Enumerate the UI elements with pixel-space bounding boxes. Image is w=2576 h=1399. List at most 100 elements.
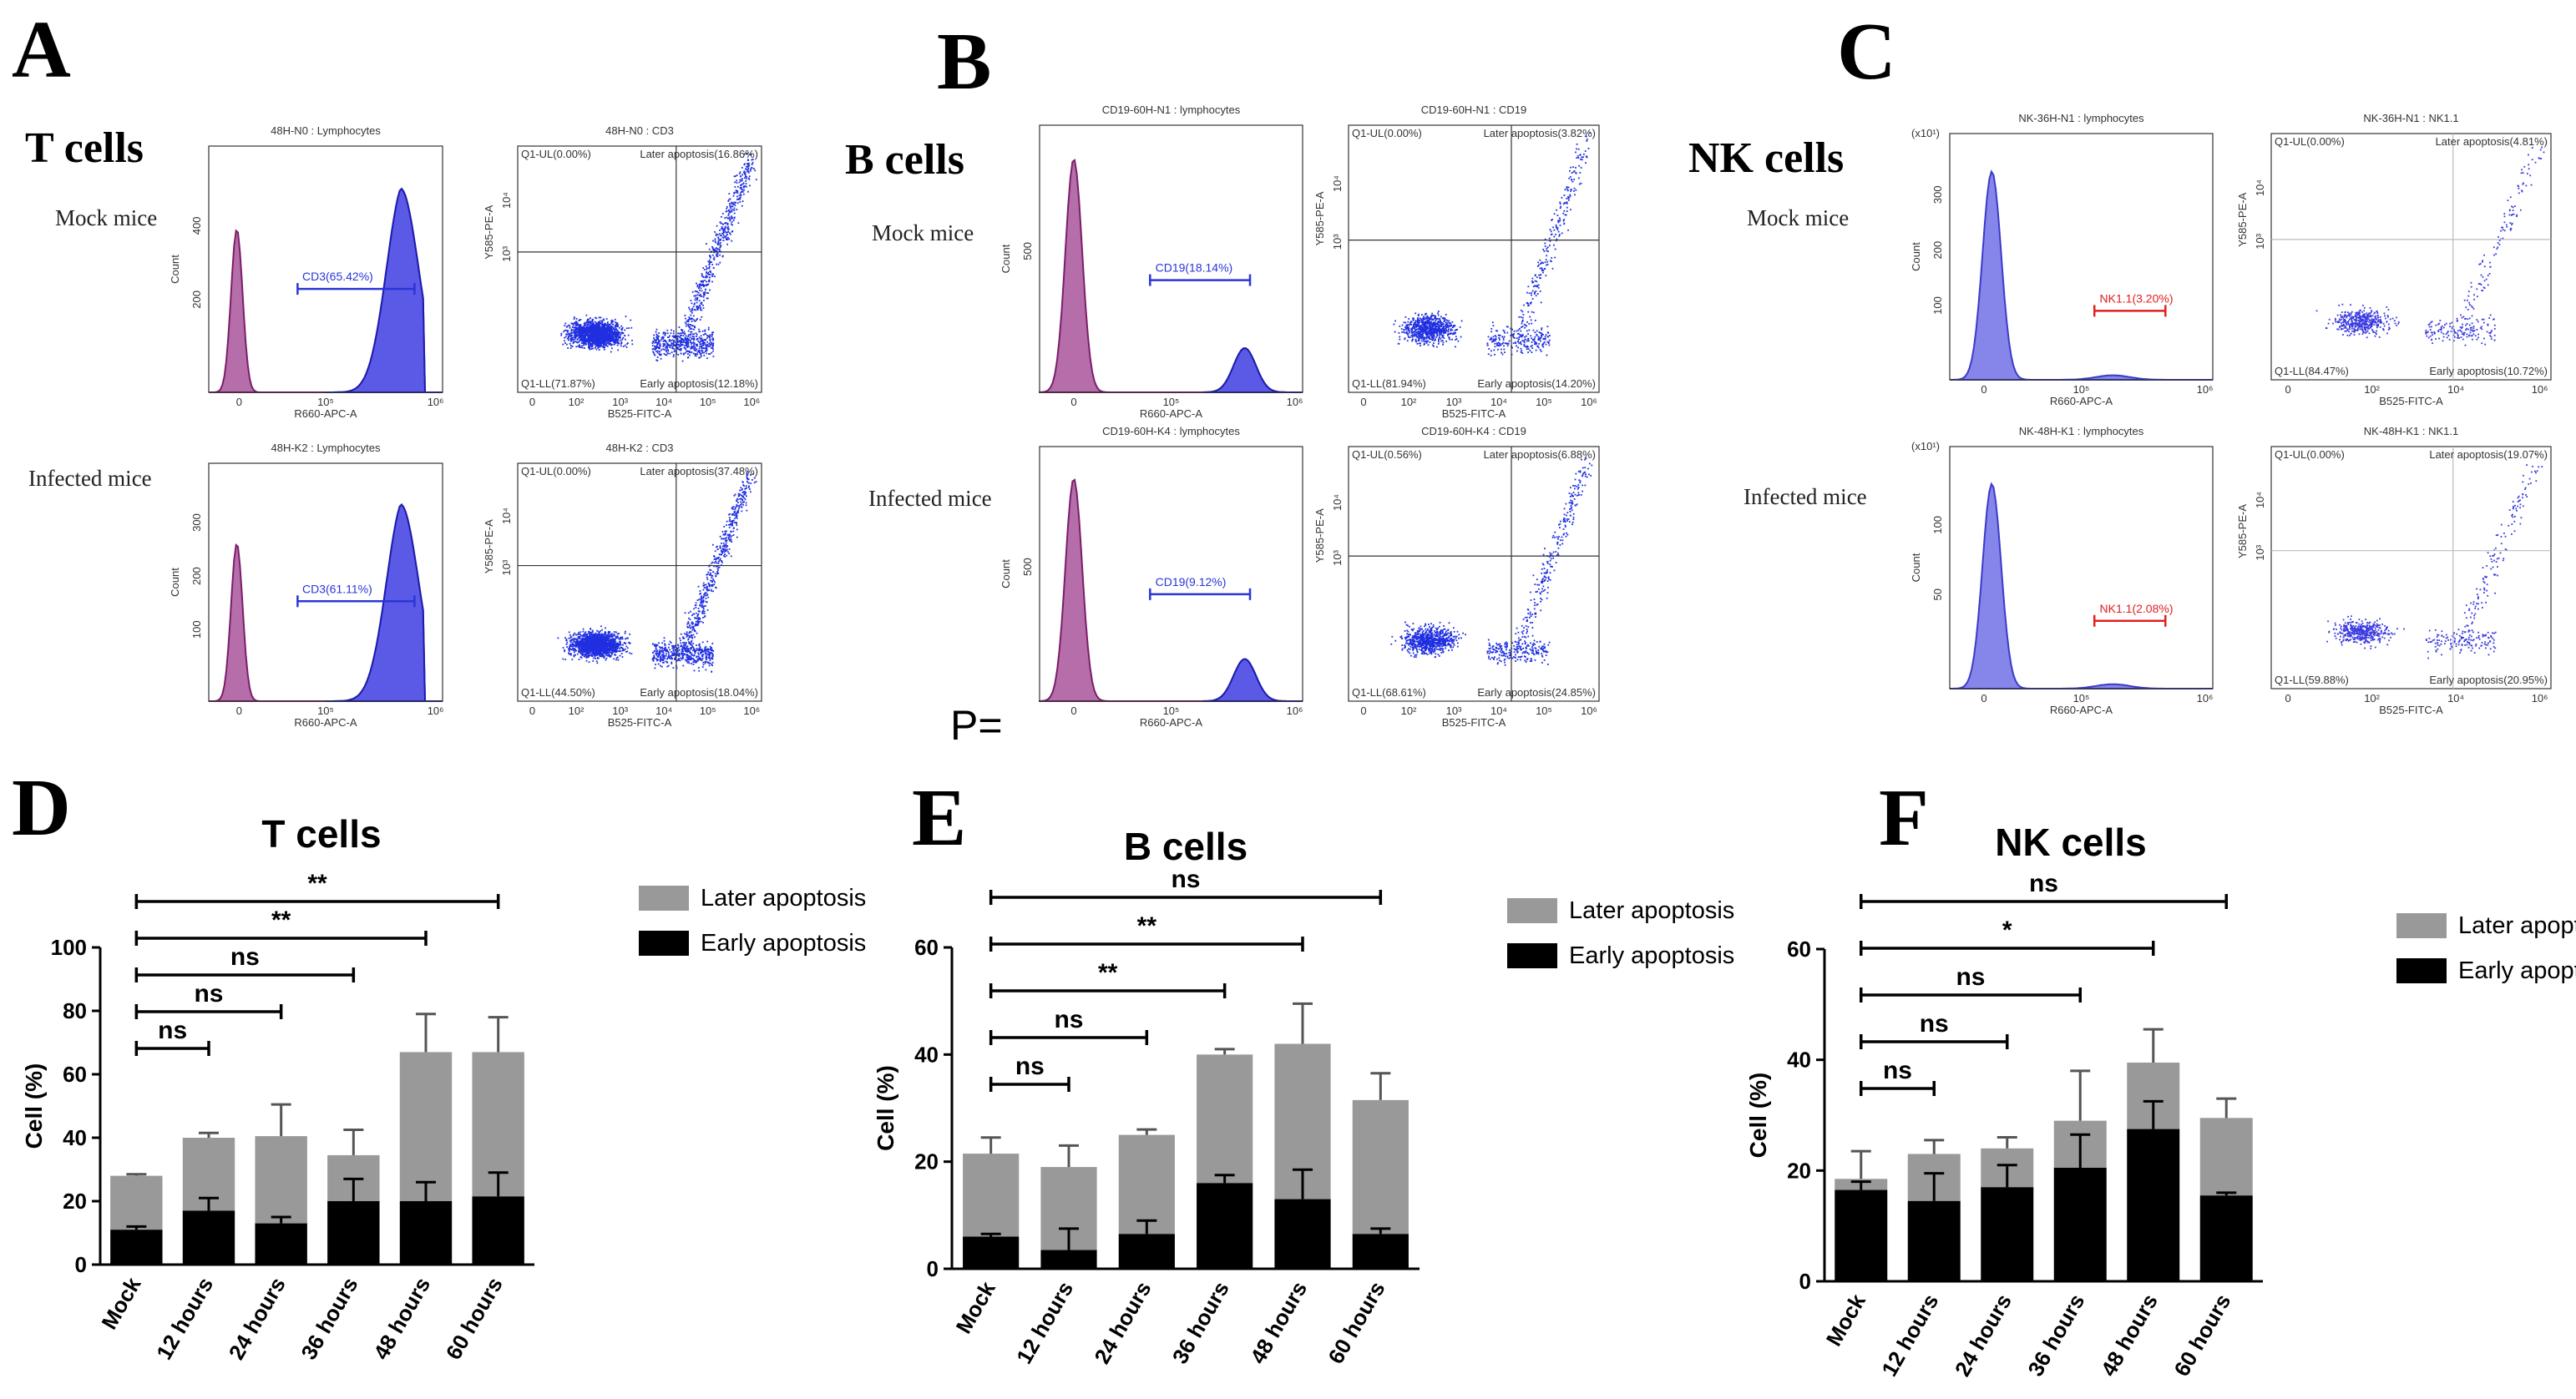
bar-later-0 <box>110 1175 163 1230</box>
histogram-xtick: 10⁵ <box>1163 396 1180 408</box>
dot-plot-ytick: 10³ <box>2254 233 2266 249</box>
histogram-xtick: 0 <box>1070 396 1076 408</box>
bar-later-2 <box>255 1136 307 1224</box>
group-label-infected-c: Infected mice <box>1743 484 1867 509</box>
histogram-ylabel: Count <box>1000 244 1012 273</box>
histogram-title: CD19-60H-N1 : lymphocytes <box>1102 104 1241 116</box>
dot-plot-ylabel: Y585-PE-A <box>2238 192 2249 246</box>
dot-plot-xtick: 10⁶ <box>1581 705 1597 717</box>
histogram-gated-population <box>1202 347 1303 393</box>
significance-label-4: ** <box>307 870 327 897</box>
dot-plot-title: 48H-K2 : CD3 <box>606 442 674 454</box>
histogram-frame <box>1949 446 2214 689</box>
dot-plot-xtick: 10⁵ <box>1536 396 1552 408</box>
significance-label-1: ns <box>194 980 223 1008</box>
histogram-xlabel: R660-APC-A <box>2050 395 2113 405</box>
y-tick-label: 40 <box>1787 1048 1811 1073</box>
bar-later-2 <box>1118 1134 1175 1235</box>
bar-early-0 <box>1835 1189 1888 1281</box>
legend-swatch-0 <box>2396 913 2447 938</box>
histogram-xlabel: R660-APC-A <box>1140 407 1202 417</box>
dot-plot-xtick: 10² <box>2364 692 2380 705</box>
y-tick-label: 60 <box>63 1062 87 1087</box>
dot-plot-xtick: 0 <box>529 705 535 717</box>
b-cells-mock-histogram: CD19-60H-N1 : lymphocytes CD19(18.14%) Cou… <box>1000 104 1303 417</box>
bar-early-2 <box>1118 1234 1175 1269</box>
gate-label: NK1.1(3.20%) <box>2100 291 2174 305</box>
nk-cells-infected-histogram: NK-48H-K1 : lymphocytes (x10¹) NK1.1(2.08%… <box>1910 425 2214 714</box>
category-label-4: 48 hours <box>1245 1277 1312 1368</box>
histogram-ytick: 50 <box>1931 588 1944 600</box>
histogram-xtick: 10⁶ <box>1287 396 1303 408</box>
dot-plot-points <box>1390 457 1593 666</box>
dot-plot-xtick: 0 <box>1360 396 1366 408</box>
significance-label-0: ns <box>158 1017 187 1044</box>
gate-label: CD19(9.12%) <box>1156 575 1227 588</box>
dot-plot-points <box>2315 146 2545 346</box>
flow-title-nk-cells: NK cells <box>1688 134 1845 182</box>
t-cells-infected-histogram: 48H-K2 : Lymphocytes CD3(61.11%) Count 300 2… <box>169 442 444 726</box>
histogram-ytick: 500 <box>1021 242 1034 260</box>
histogram-frame <box>1039 124 1303 393</box>
histogram-density <box>1039 159 1303 393</box>
legend-swatch-1 <box>2396 958 2447 983</box>
quadrant-lr-label: Early apoptosis(20.95%) <box>2429 674 2548 686</box>
quadrant-ur-label: Later apoptosis(6.88%) <box>1484 448 1596 461</box>
histogram-gated-population <box>1202 658 1303 702</box>
category-label-1: 12 hours <box>151 1273 218 1364</box>
legend-swatch-1 <box>639 931 689 956</box>
dot-plot-ylabel: Y585-PE-A <box>2238 504 2249 558</box>
histogram-frame <box>1039 446 1303 702</box>
chart-e-b-cells: B cells 0 20 40 60 Cell (%) Mock 12 hours 24 hou… <box>873 825 1734 1368</box>
quadrant-ur-label: Later apoptosis(37.48%) <box>640 465 758 477</box>
histogram-xtick: 10⁵ <box>317 396 334 408</box>
histogram-xtick: 10⁶ <box>2197 692 2214 705</box>
histogram-density <box>1950 482 2213 689</box>
nk-cells-infected-dot-plot: NK-48H-K1 : NK1.1 Q1-UL(0.00%) Later apopt… <box>2238 425 2552 714</box>
group-label-infected-a: Infected mice <box>28 466 152 491</box>
histogram-title: 48H-N0 : Lymphocytes <box>271 124 381 137</box>
dot-plot-ytick: 10³ <box>1331 549 1344 565</box>
histogram-ytick: 400 <box>190 217 203 235</box>
b-cells-mock-dot-plot: CD19-60H-N1 : CD19 Q1-UL(0.00%) Later apop… <box>1315 104 1600 417</box>
bar-early-3 <box>1197 1183 1253 1269</box>
dot-plot-title: CD19-60H-N1 : CD19 <box>1421 104 1526 116</box>
dot-plot-points <box>560 153 757 362</box>
dot-plot-ytick: 10⁴ <box>500 508 513 524</box>
dot-plot-ytick: 10⁴ <box>1331 494 1344 511</box>
significance-label-2: ns <box>1956 963 1985 991</box>
histogram-xtick: 0 <box>236 396 242 408</box>
y-tick-label: 40 <box>63 1125 87 1150</box>
histogram-title: NK-36H-N1 : lymphocytes <box>2018 112 2144 124</box>
chart-d-t-cells: T cells 0 20 40 60 80 100 Cell (%) Mock 12 hours 2… <box>21 812 866 1364</box>
chart-f-nk-cells: NK cells 0 20 40 60 Cell (%) Mock 12 hours 24 ho… <box>1745 821 2576 1381</box>
histogram-ylabel: Count <box>1910 242 1922 271</box>
legend-swatch-1 <box>1507 943 1557 968</box>
panel-label-f: F <box>1879 773 1929 863</box>
dot-plot-ylabel: Y585-PE-A <box>1315 508 1326 563</box>
quadrant-ul-label: Q1-UL(0.00%) <box>1352 127 1422 139</box>
gate-label: CD19(18.14%) <box>1156 261 1233 275</box>
nk-cells-mock-dot-plot: NK-36H-N1 : NK1.1 Q1-UL(0.00%) Later apopt… <box>2238 112 2552 405</box>
dot-plot-ytick: 10³ <box>2254 544 2266 560</box>
dot-plot-frame <box>2270 446 2552 689</box>
gate-label: NK1.1(2.08%) <box>2100 602 2174 615</box>
bar-later-5 <box>2199 1118 2253 1196</box>
panel-label-e: E <box>912 773 967 863</box>
chart-title: B cells <box>1124 825 1248 868</box>
histogram-xlabel: R660-APC-A <box>2050 704 2113 714</box>
significance-label-4: ns <box>1171 866 1200 893</box>
dot-plot-xtick: 10⁴ <box>2447 383 2464 396</box>
dot-plot-xtick: 10⁶ <box>2532 692 2548 705</box>
y-tick-label: 80 <box>63 998 87 1023</box>
flow-title-t-cells: T cells <box>25 124 144 172</box>
group-label-mock-c: Mock mice <box>1747 205 1850 230</box>
histogram-xtick: 10⁶ <box>428 396 444 408</box>
histogram-xtick: 10⁶ <box>428 705 444 717</box>
y-tick-label: 40 <box>914 1042 939 1067</box>
histogram-title: CD19-60H-K4 : lymphocytes <box>1102 425 1240 437</box>
histogram-frame <box>208 462 443 702</box>
t-cells-infected-dot-plot: 48H-K2 : CD3 Q1-UL(0.00%) Later apoptosis(… <box>484 442 762 726</box>
quadrant-lr-label: Early apoptosis(18.04%) <box>640 686 758 699</box>
y-tick-label: 100 <box>51 935 87 960</box>
